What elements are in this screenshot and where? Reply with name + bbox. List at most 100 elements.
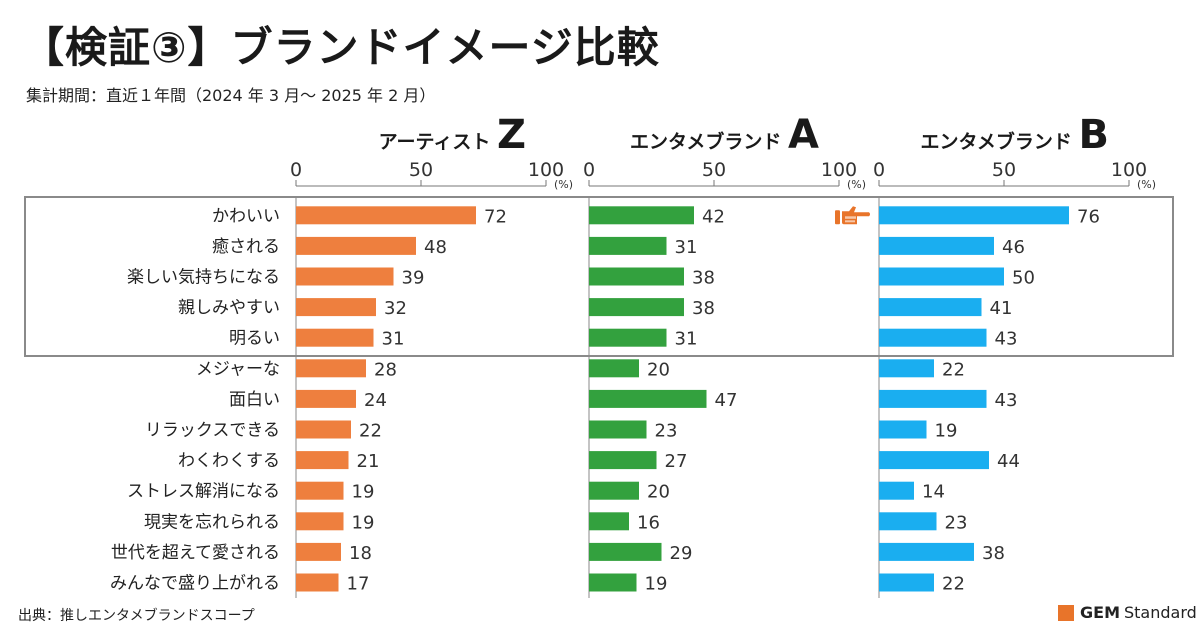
bar-3-1 [879,206,1069,225]
unit-label-1: (%) [554,178,573,191]
category-label-2: 癒される [212,237,280,257]
value-label-2-7: 47 [715,390,738,411]
value-label-3-12: 38 [982,543,1005,564]
value-label-1-12: 18 [349,543,372,564]
bar-1-10 [296,481,344,500]
value-label-3-6: 22 [942,359,965,380]
category-label-1: かわいい [212,206,280,226]
bar-2-2 [589,236,667,255]
bar-2-8 [589,420,647,439]
source-note: 出典：推しエンタメブランドスコープ [18,608,255,624]
bar-2-12 [589,542,662,561]
value-label-2-6: 20 [647,359,670,380]
tick-label-3-50: 50 [992,159,1016,181]
value-label-3-8: 19 [935,421,958,442]
page-title: 【検証③】ブランドイメージ比較 [22,23,660,72]
value-label-1-10: 19 [352,482,375,503]
value-label-3-3: 50 [1012,268,1035,289]
value-label-1-4: 32 [384,298,407,319]
bar-1-5 [296,328,374,347]
category-label-10: ストレス解消になる [127,482,280,502]
gem-standard-logo: GEM Standard [1058,603,1197,622]
tick-label-1-50: 50 [409,159,433,181]
value-label-2-9: 27 [665,451,688,472]
series-name-3: エンタメブランド B [920,112,1109,158]
tick-label-3-0: 0 [873,159,885,181]
category-label-12: 世代を超えて愛される [111,543,280,563]
value-label-2-10: 20 [647,482,670,503]
tick-label-2-50: 50 [702,159,726,181]
value-label-3-9: 44 [997,451,1020,472]
value-label-3-13: 22 [942,574,965,595]
logo-text-rest: Standard [1123,603,1197,622]
tick-label-3-100: 100 [1111,159,1147,181]
value-label-3-4: 41 [990,298,1013,319]
category-label-11: 現実を忘れられる [144,512,280,532]
bar-2-11 [589,512,629,531]
bar-2-4 [589,298,684,317]
series-name-1: アーティスト Z [379,112,526,158]
value-label-1-5: 31 [382,329,405,350]
tick-label-1-100: 100 [528,159,564,181]
value-label-2-1: 42 [702,206,725,227]
category-label-6: メジャーな [196,359,280,379]
logo-text-strong: GEM [1080,603,1120,622]
value-label-2-3: 38 [692,268,715,289]
value-label-1-8: 22 [359,421,382,442]
bar-1-4 [296,298,376,317]
value-label-3-11: 23 [945,512,968,533]
bar-1-1 [296,206,476,225]
category-label-4: 親しみやすい [178,298,280,318]
unit-label-2: (%) [847,178,866,191]
value-label-3-7: 43 [995,390,1018,411]
bar-1-6 [296,359,366,378]
bar-3-4 [879,298,982,317]
category-label-8: リラックスできる [145,421,280,441]
bar-2-9 [589,451,657,470]
value-label-3-1: 76 [1077,206,1100,227]
bar-1-8 [296,420,351,439]
category-label-3: 楽しい気持ちになる [127,268,280,288]
bar-1-12 [296,542,341,561]
logo-square-icon [1058,604,1074,621]
bar-3-8 [879,420,927,439]
value-label-3-5: 43 [995,329,1018,350]
category-label-5: 明るい [229,329,280,349]
tick-label-1-0: 0 [290,159,302,181]
value-label-1-13: 17 [347,574,370,595]
bar-2-5 [589,328,667,347]
bar-3-6 [879,359,934,378]
bar-3-3 [879,267,1004,286]
pointing-hand-icon [835,206,870,225]
bar-3-5 [879,328,987,347]
bar-1-3 [296,267,394,286]
bar-1-9 [296,451,349,470]
category-label-9: わくわくする [178,451,280,471]
value-label-1-11: 19 [352,512,375,533]
bar-3-12 [879,542,974,561]
bar-3-10 [879,481,914,500]
bar-3-9 [879,451,989,470]
value-label-2-13: 19 [645,574,668,595]
category-label-7: 面白い [229,390,280,410]
bar-2-7 [589,389,707,408]
value-label-3-10: 14 [922,482,945,503]
value-label-3-2: 46 [1002,237,1025,258]
value-label-1-7: 24 [364,390,387,411]
value-label-2-4: 38 [692,298,715,319]
value-label-2-2: 31 [675,237,698,258]
bar-3-2 [879,236,994,255]
bar-1-2 [296,236,416,255]
value-label-2-11: 16 [637,512,660,533]
value-label-1-3: 39 [402,268,425,289]
value-label-1-6: 28 [374,359,397,380]
bar-3-7 [879,389,987,408]
value-label-2-12: 29 [670,543,693,564]
bar-2-13 [589,573,637,592]
highlight-box [24,196,1174,357]
bar-1-7 [296,389,356,408]
bar-3-13 [879,573,934,592]
bar-1-13 [296,573,339,592]
value-label-2-5: 31 [675,329,698,350]
